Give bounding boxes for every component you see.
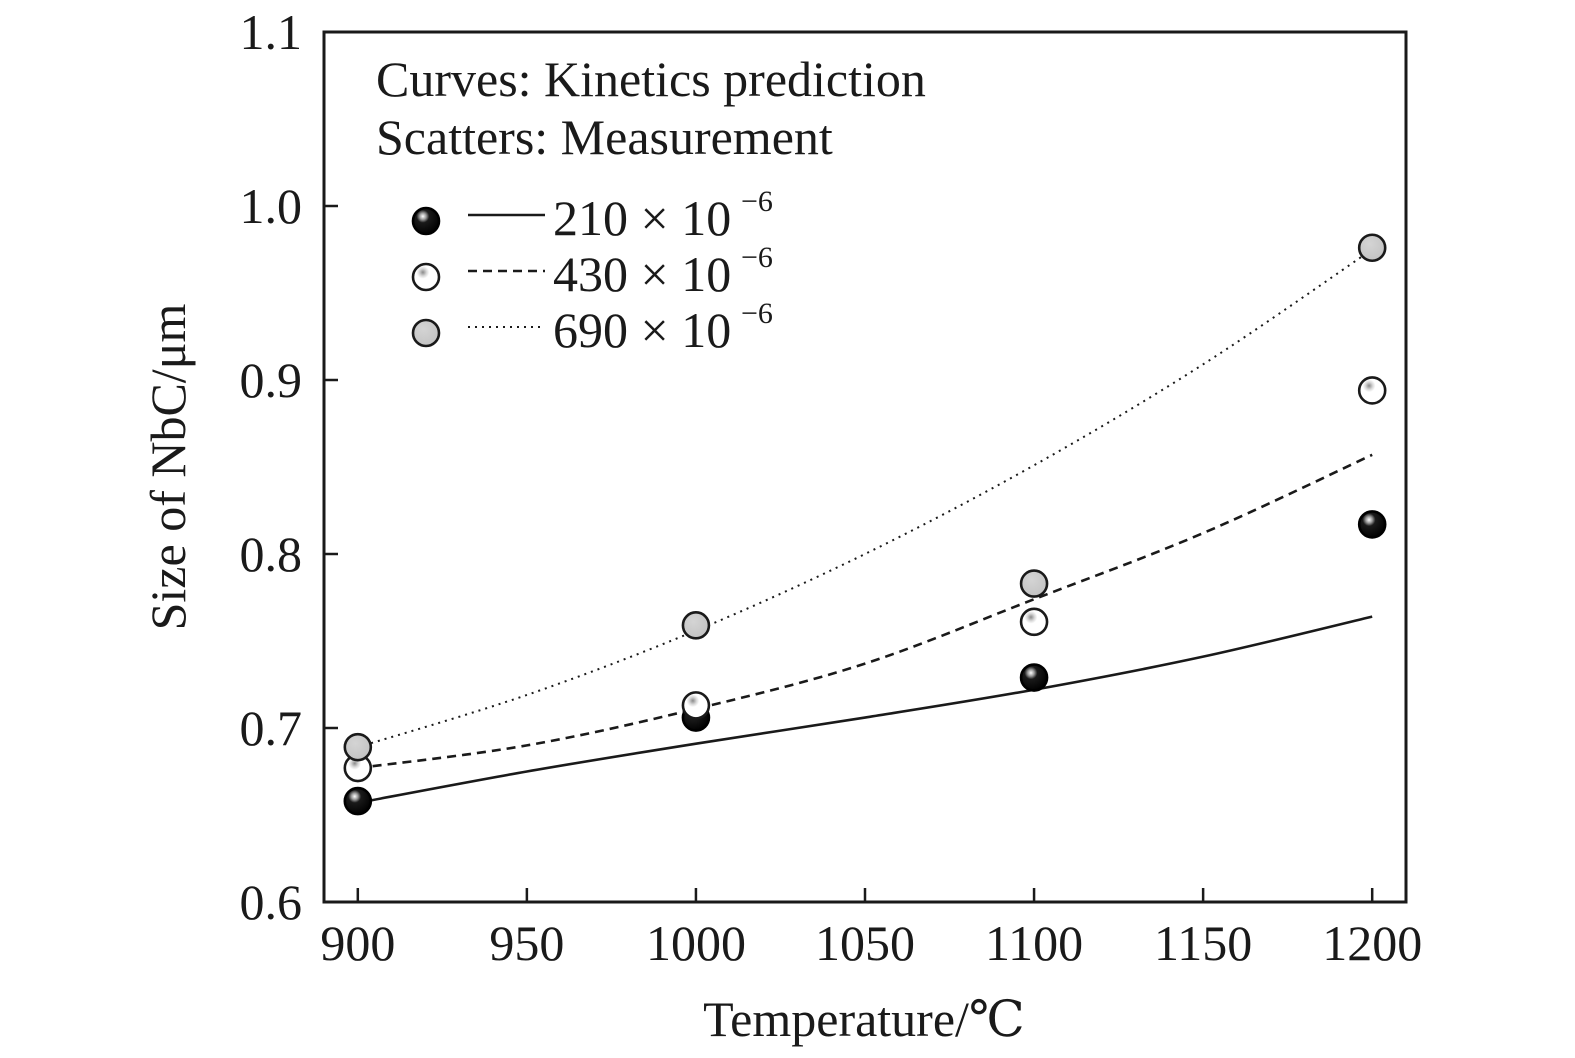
x-tick-label: 1150	[1154, 915, 1252, 971]
legend-label: 210 × 10	[553, 190, 731, 246]
series-3-point	[1357, 233, 1387, 263]
legend-exponent: −6	[741, 185, 773, 218]
series-1-curve	[357, 615, 1373, 805]
legend-label: 430 × 10	[553, 246, 731, 302]
x-tick-label: 950	[489, 915, 564, 971]
legend: 210 × 10 −6 430 × 10 −6 690 × 10 −6	[411, 185, 773, 358]
annotation-curves: Curves: Kinetics prediction	[376, 51, 926, 107]
axis-ticks: 900 950 1000 1050 1100 1150 1200 0.6 0.7 0.8 0.9 1.…	[240, 4, 1423, 971]
series-1-point	[1357, 510, 1387, 539]
y-tick-label: 1.0	[240, 178, 303, 234]
legend-marker	[411, 206, 441, 236]
legend-exponent: −6	[741, 297, 773, 330]
x-tick-label: 1200	[1322, 915, 1422, 971]
legend-label: 690 × 10	[553, 302, 731, 358]
series-3-curve	[357, 248, 1373, 749]
series-1-point	[1019, 663, 1049, 692]
series-2-point	[1019, 607, 1049, 637]
x-tick-label: 900	[320, 915, 395, 971]
annotation-scatters: Scatters: Measurement	[376, 109, 833, 165]
series-3-point	[681, 611, 711, 640]
legend-marker	[411, 318, 441, 348]
legend-marker	[411, 262, 441, 292]
x-tick-label: 1100	[985, 915, 1083, 971]
x-axis-title: Temperature/℃	[703, 991, 1025, 1047]
x-tick-label: 1000	[646, 915, 746, 971]
series-2-curve	[357, 453, 1373, 770]
x-tick-label: 1050	[815, 915, 915, 971]
series-3-point	[1019, 569, 1049, 598]
y-tick-label: 0.8	[240, 526, 303, 582]
series-layer	[343, 233, 1387, 816]
y-tick-label: 1.1	[240, 4, 303, 60]
legend-exponent: −6	[741, 241, 773, 274]
series-1-point	[343, 786, 373, 816]
y-tick-label: 0.9	[240, 352, 303, 408]
y-axis-title: Size of NbC/μm	[140, 304, 196, 631]
y-tick-label: 0.6	[240, 874, 303, 930]
series-3-point	[343, 732, 373, 762]
series-2-point	[681, 691, 711, 720]
y-tick-label: 0.7	[240, 700, 303, 756]
series-2-point	[1357, 376, 1387, 405]
